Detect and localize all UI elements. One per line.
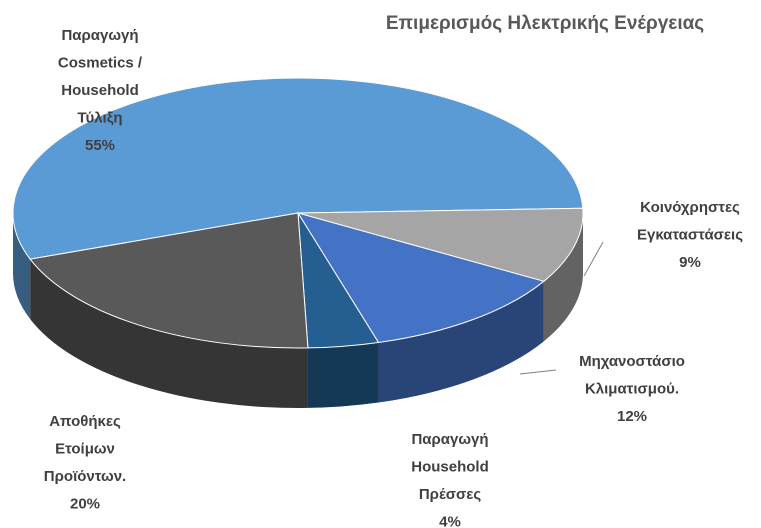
slice-label: Τύλιξη [77,109,122,126]
slice-label: Household [61,82,139,99]
value-label: 20% [70,495,100,512]
value-label: 4% [439,513,461,528]
slice-label: Εγκαταστάσεις [637,226,743,243]
slice [297,207,584,282]
slice-label: Ετοίμων [55,440,115,457]
slice [296,212,545,344]
slice-side [543,213,583,342]
pie [12,77,584,408]
slice-label: Κλιματισμού. [585,380,679,397]
value-label: 9% [679,254,701,271]
slice-label: Παραγωγή [61,27,138,44]
leader-line [583,241,604,277]
slice-label: Παραγωγή [411,431,488,448]
slice-label: Household [411,458,489,475]
value-label: 55% [85,137,115,154]
slice [29,212,309,349]
slice-label: Μηχανοστάσιο [579,353,685,370]
slice-label: Προϊόντων. [44,468,126,485]
slice-side [378,281,544,403]
slice-label: Πρέσσες [419,486,482,503]
slice-label: Κοινόχρηστες [640,199,740,216]
leader-line [519,369,557,375]
value-label: 12% [617,408,647,425]
slice-side [307,342,379,408]
slice-label: Cosmetics / [58,54,143,71]
slice [12,77,584,260]
chart-title: Επιμερισμός Ηλεκτρικής Ενέργειας [386,13,704,34]
slice-side [13,213,31,320]
slice-label: Αποθήκες [49,413,121,430]
